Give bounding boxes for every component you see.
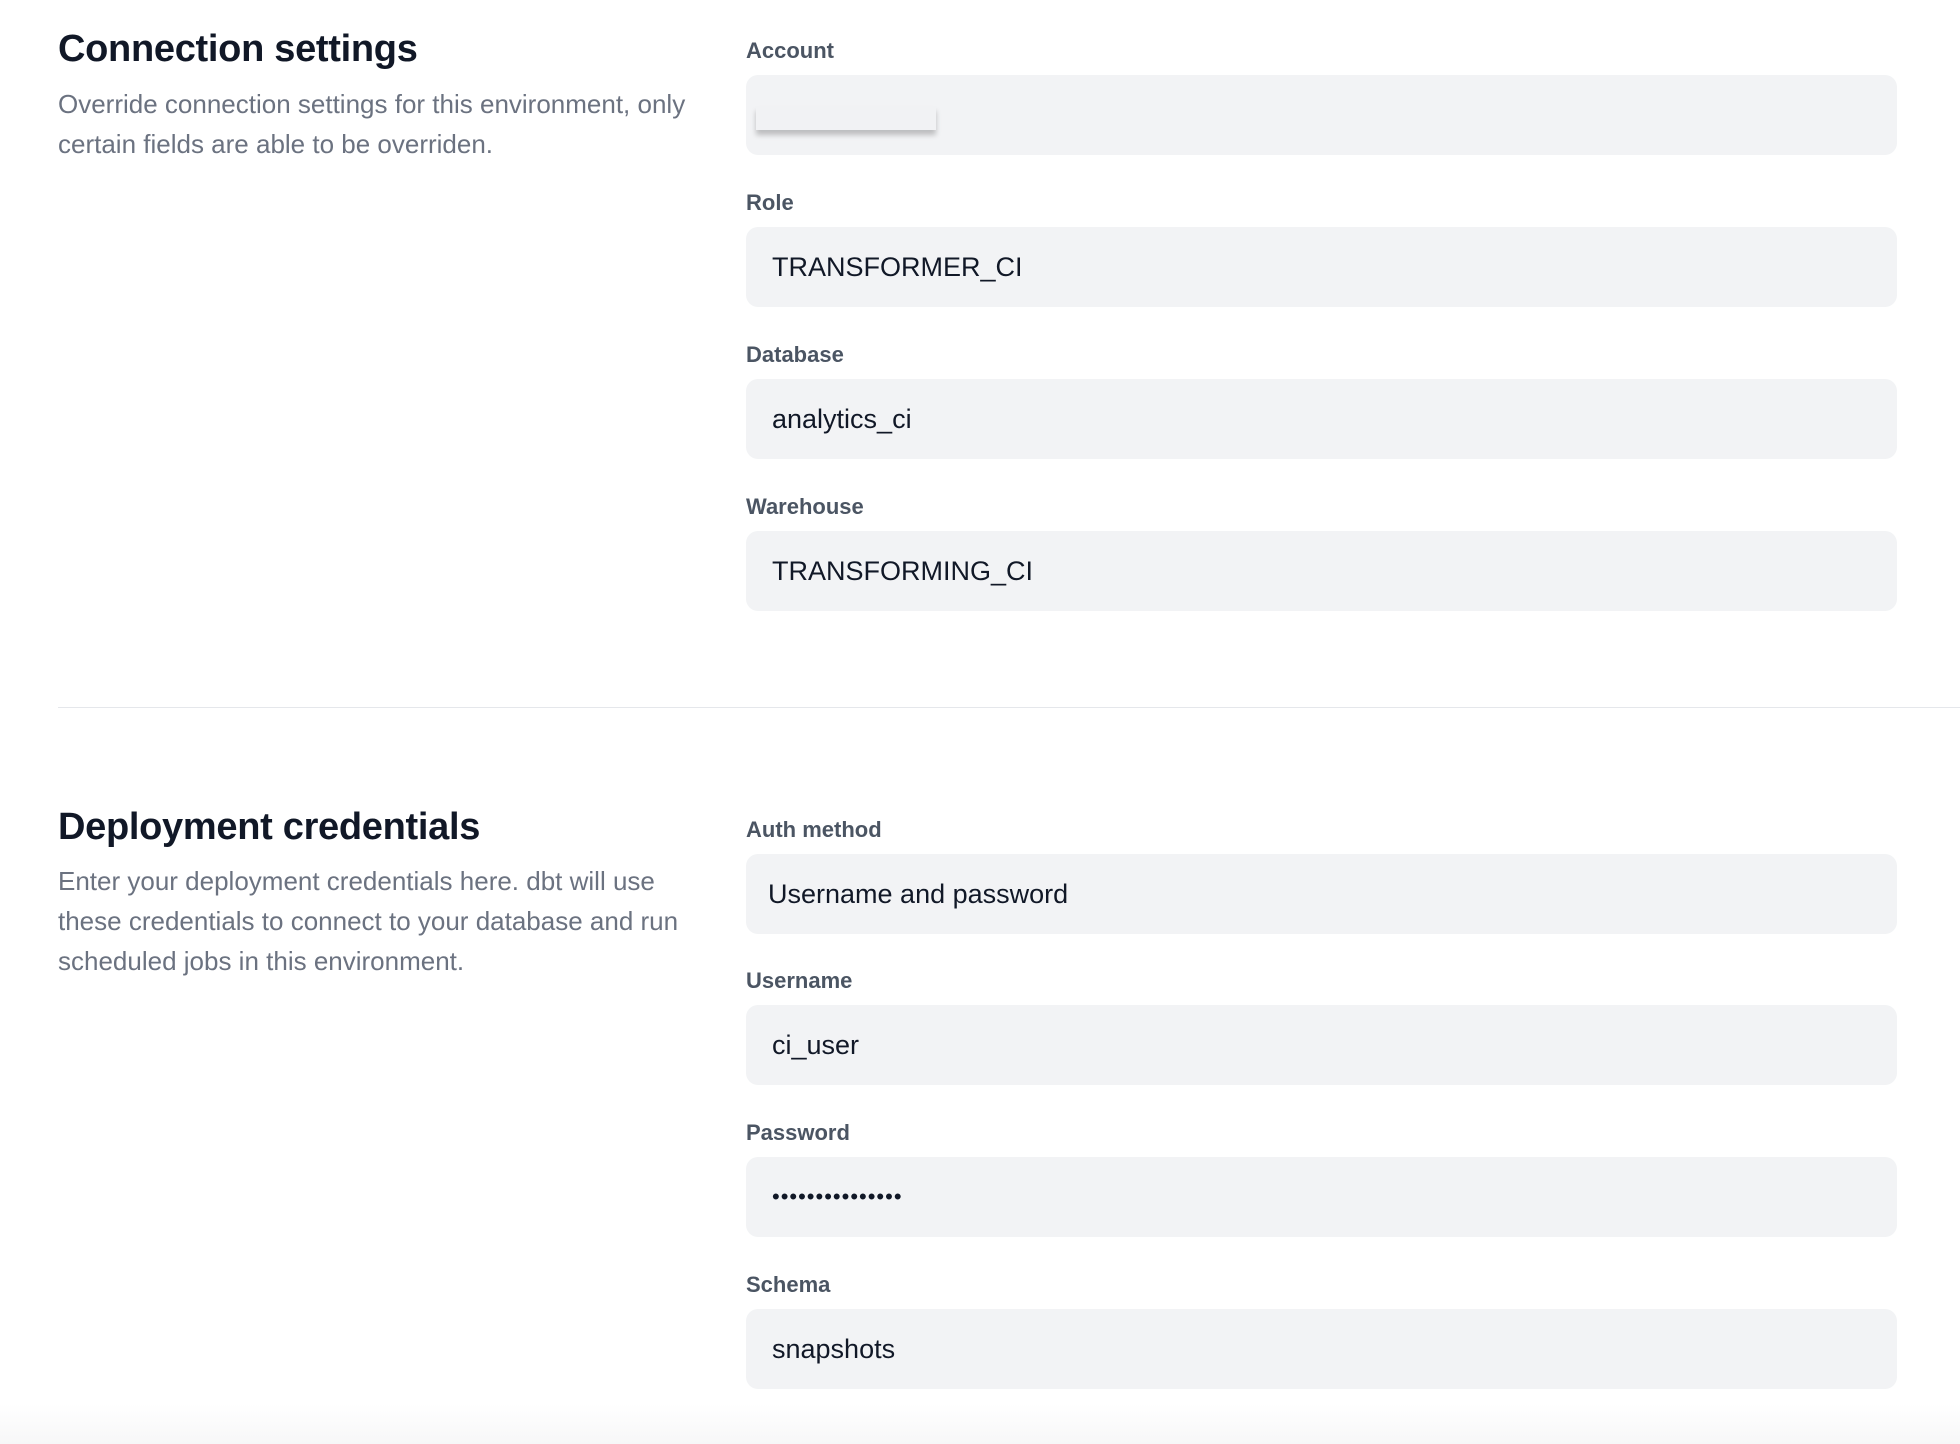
password-label: Password: [746, 1120, 850, 1145]
section-title: Connection settings: [58, 28, 418, 70]
schema-label: Schema: [746, 1272, 831, 1297]
database-field[interactable]: analytics_ci: [746, 379, 1897, 459]
section-divider: [58, 707, 1960, 708]
username-field[interactable]: ci_user: [746, 1005, 1897, 1085]
section-description: Override connection settings for this en…: [58, 89, 686, 159]
account-label: Account: [746, 38, 834, 63]
section-title: Deployment credentials: [58, 806, 481, 848]
schema-field[interactable]: snapshots: [746, 1309, 1897, 1389]
section-description: Enter your deployment credentials here. …: [58, 866, 679, 976]
auth-method-label: Auth method: [746, 817, 882, 842]
username-label: Username: [746, 968, 853, 993]
password-field[interactable]: •••••••••••••••: [746, 1157, 1897, 1237]
bottom-fade: [0, 1404, 1960, 1444]
database-label: Database: [746, 342, 844, 367]
redacted-account-value: [756, 106, 936, 130]
account-field[interactable]: [746, 75, 1897, 155]
auth-method-select[interactable]: Username and password: [746, 854, 1897, 934]
warehouse-label: Warehouse: [746, 494, 864, 519]
warehouse-field[interactable]: TRANSFORMING_CI: [746, 531, 1897, 611]
role-field[interactable]: TRANSFORMER_CI: [746, 227, 1897, 307]
role-label: Role: [746, 190, 794, 215]
